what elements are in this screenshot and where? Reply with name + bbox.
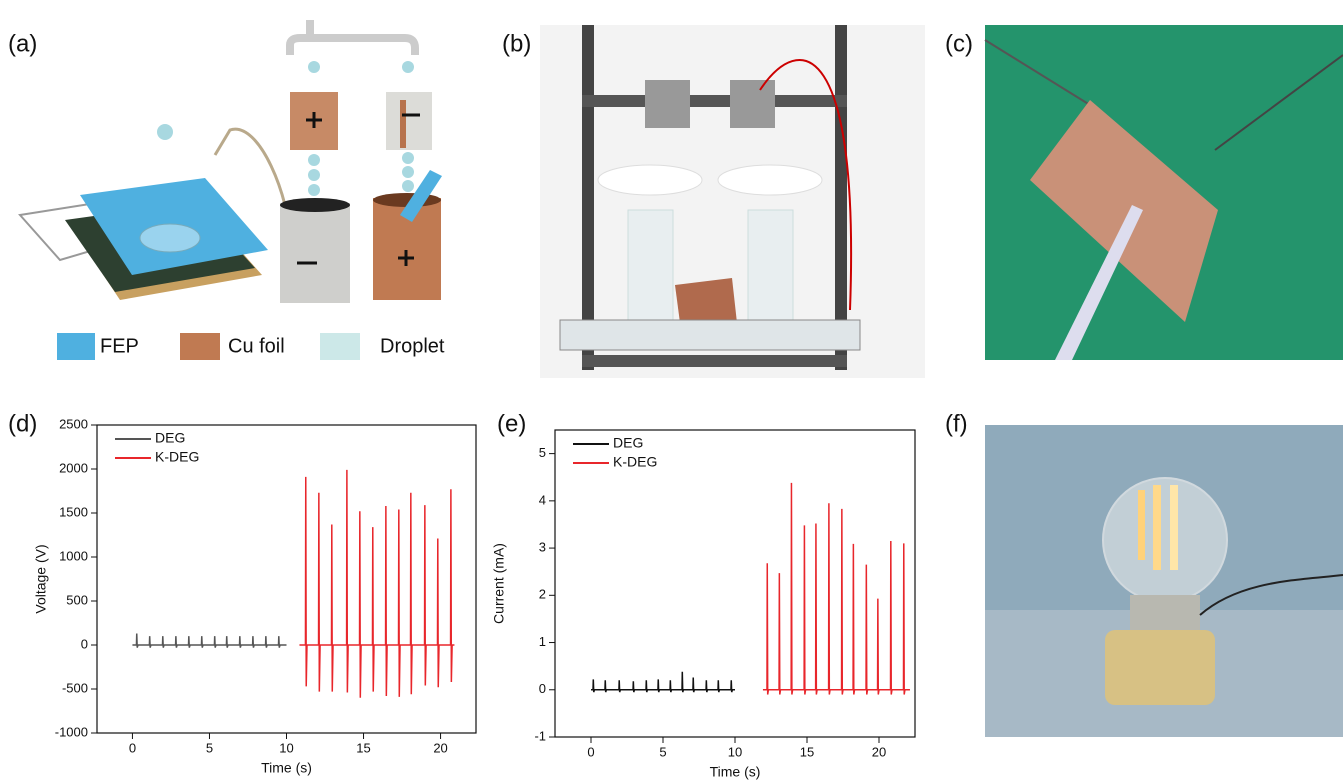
panel-label: (b) <box>502 30 531 57</box>
y-tick-label: 0 <box>539 681 546 696</box>
y-tick-label: 2000 <box>59 460 88 475</box>
legend-label: K-DEG <box>613 454 657 470</box>
y-tick-label: 500 <box>66 592 88 607</box>
legend-label: DEG <box>613 435 643 451</box>
panel-label: (d) <box>8 410 37 437</box>
data-line <box>132 634 286 648</box>
y-tick-label: 2500 <box>59 416 88 431</box>
x-axis-label: Time (s) <box>261 760 312 776</box>
panel-label: (c) <box>945 30 973 57</box>
y-tick-label: 0 <box>81 636 88 651</box>
data-line <box>299 470 454 698</box>
y-tick-label: 4 <box>539 492 546 507</box>
x-tick-label: 20 <box>872 744 886 759</box>
x-tick-label: 15 <box>800 744 814 759</box>
plot-frame <box>97 425 476 733</box>
y-tick-label: -1000 <box>55 724 88 739</box>
x-tick-label: 10 <box>728 744 742 759</box>
legend-label: K-DEG <box>155 449 199 465</box>
y-tick-label: 3 <box>539 540 546 555</box>
y-axis-label: Voltage (V) <box>33 544 49 613</box>
legend-label: DEG <box>155 430 185 446</box>
y-tick-label: 1 <box>539 634 546 649</box>
panel-label: (f) <box>945 410 968 437</box>
x-tick-label: 15 <box>356 740 370 755</box>
legend-label: FEP <box>100 335 139 357</box>
photo-setup <box>540 25 925 378</box>
x-tick-label: 0 <box>587 744 594 759</box>
y-tick-label: 1500 <box>59 504 88 519</box>
legend-label: Droplet <box>380 335 445 357</box>
y-tick-label: -500 <box>62 680 88 695</box>
x-tick-label: 20 <box>433 740 447 755</box>
y-tick-label: 5 <box>539 445 546 460</box>
y-axis-label: Current (mA) <box>491 543 507 624</box>
x-tick-label: 5 <box>206 740 213 755</box>
x-tick-label: 0 <box>129 740 136 755</box>
plot-frame <box>555 430 915 737</box>
schematic <box>20 20 442 360</box>
photo-device <box>985 25 1343 360</box>
panel-label: (e) <box>497 410 526 437</box>
x-tick-label: 10 <box>279 740 293 755</box>
panel-label: (a) <box>8 30 37 57</box>
legend-label: Cu foil <box>228 335 285 357</box>
data-line <box>591 672 735 692</box>
figure: (a)(b)(c)(d)(e)(f)FEPCu foilDroplet05101… <box>0 0 1343 781</box>
y-tick-label: 2 <box>539 587 546 602</box>
photo-bulb <box>985 425 1343 737</box>
x-tick-label: 5 <box>659 744 666 759</box>
y-tick-label: -1 <box>534 728 546 743</box>
data-line <box>763 483 910 695</box>
y-tick-label: 1000 <box>59 548 88 563</box>
x-axis-label: Time (s) <box>710 764 761 780</box>
